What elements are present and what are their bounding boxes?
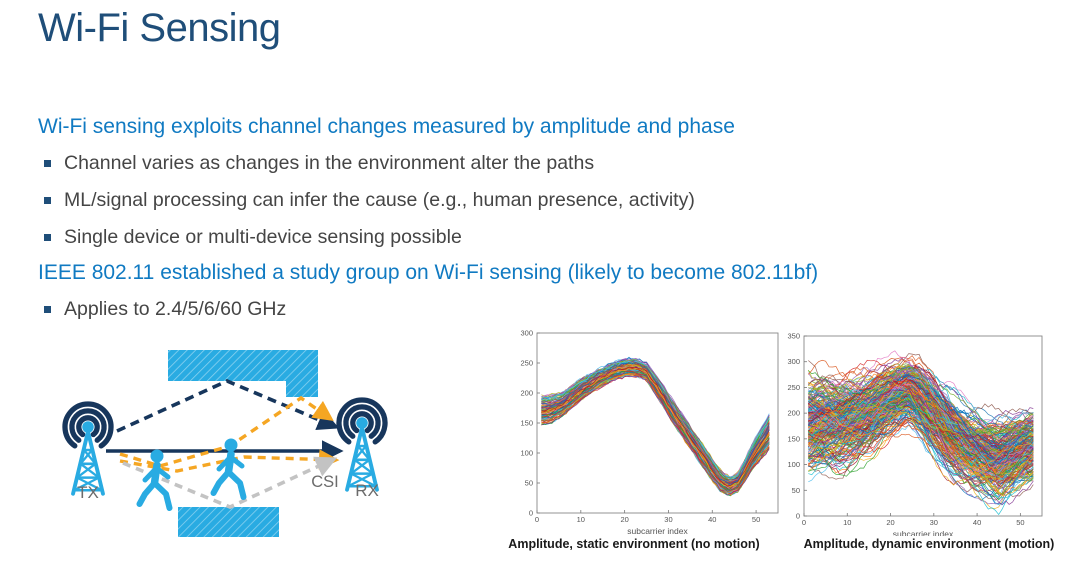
bullet-text: Applies to 2.4/5/6/60 GHz — [64, 298, 287, 320]
walking-person-icon — [214, 439, 244, 498]
x-axis-label: subcarrier index — [893, 529, 954, 536]
bullet-square-icon — [44, 160, 51, 167]
plot-area — [541, 356, 770, 497]
y-tick-label: 0 — [796, 512, 800, 521]
x-tick-label: 30 — [930, 518, 938, 527]
floor-reflection-path — [122, 456, 338, 509]
x-tick-label: 20 — [620, 515, 628, 524]
bullet-item: Single device or multi-device sensing po… — [38, 226, 462, 249]
x-tick-label: 40 — [708, 515, 716, 524]
human-reflection-path-2 — [119, 449, 340, 473]
plot-area — [807, 350, 1034, 516]
y-tick-label: 150 — [787, 434, 800, 443]
csi-label: CSI — [311, 473, 339, 491]
y-tick-label: 300 — [787, 357, 800, 366]
bullet-square-icon — [44, 306, 51, 313]
y-tick-label: 250 — [787, 383, 800, 392]
x-tick-label: 50 — [752, 515, 760, 524]
x-axis-label: subcarrier index — [627, 526, 688, 536]
bullet-item: Applies to 2.4/5/6/60 GHz — [38, 298, 286, 321]
bullet-text: Channel varies as changes in the environ… — [64, 152, 595, 174]
y-tick-label: 300 — [520, 329, 533, 338]
y-tick-label: 250 — [520, 359, 533, 368]
rx-antenna-icon — [339, 400, 385, 490]
statement-text: Wi-Fi sensing exploits channel changes m… — [38, 115, 735, 138]
x-tick-label: 20 — [886, 518, 894, 527]
chart-caption-dynamic: Amplitude, dynamic environment (motion) — [803, 537, 1055, 551]
statement-line: Wi-Fi sensing exploits channel changes m… — [38, 115, 735, 139]
tx-antenna-icon — [65, 404, 111, 494]
y-tick-label: 50 — [792, 486, 800, 495]
y-tick-label: 100 — [787, 460, 800, 469]
axis-box — [803, 335, 1043, 517]
page-title: Wi-Fi Sensing — [38, 6, 281, 50]
floor-wall — [178, 507, 279, 537]
y-tick-label: 150 — [520, 419, 533, 428]
y-tick-label: 200 — [520, 389, 533, 398]
bullet-square-icon — [44, 197, 51, 204]
bullet-item: ML/signal processing can infer the cause… — [38, 189, 695, 212]
y-tick-label: 100 — [520, 449, 533, 458]
ceiling-reflection-path — [116, 379, 340, 433]
y-tick-label: 350 — [787, 332, 800, 341]
rx-label: RX — [355, 481, 379, 500]
chart-dynamic-environment: 0 10 20 30 40 50 0 50 100 150 200 250 300 350 subcarri… — [776, 320, 1072, 536]
ceiling-wall — [168, 350, 318, 397]
bullet-text: Single device or multi-device sensing po… — [64, 226, 462, 248]
y-tick-label: 0 — [529, 509, 533, 518]
statement-line: IEEE 802.11 established a study group on… — [38, 261, 818, 285]
x-tick-label: 10 — [577, 515, 585, 524]
wifi-multipath-diagram: TX RX CSI — [20, 350, 470, 537]
x-tick-label: 0 — [802, 518, 806, 527]
chart-caption-static: Amplitude, static environment (no motion… — [508, 537, 760, 551]
x-tick-label: 40 — [973, 518, 981, 527]
y-tick-label: 200 — [787, 409, 800, 418]
x-tick-label: 50 — [1016, 518, 1024, 527]
tx-label: TX — [77, 483, 99, 502]
statement-text: IEEE 802.11 established a study group on… — [38, 261, 819, 284]
bullet-square-icon — [44, 234, 51, 241]
bullet-text: ML/signal processing can infer the cause… — [64, 189, 695, 211]
x-tick-label: 0 — [535, 515, 539, 524]
bullet-item: Channel varies as changes in the environ… — [38, 152, 594, 175]
y-tick-label: 50 — [525, 479, 533, 488]
x-tick-label: 30 — [664, 515, 672, 524]
chart-static-environment: 0 10 20 30 40 50 0 50 100 150 200 250 300 subcarrier … — [490, 320, 782, 536]
x-tick-label: 10 — [843, 518, 851, 527]
